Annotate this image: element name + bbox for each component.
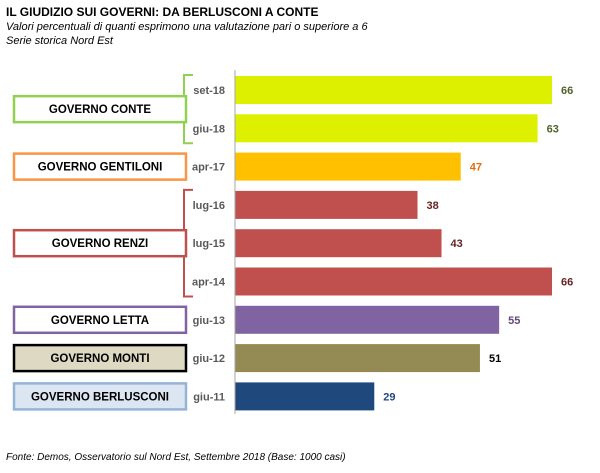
value-label: 47 [470,162,482,174]
bar-apr-14 [235,267,552,296]
group-label: GOVERNO BERLUSCONI [31,391,169,403]
government-groups: GOVERNO CONTE GOVERNO GENTILONI GOVERNO RE… [12,94,188,411]
group-label: GOVERNO GENTILONI [38,162,163,174]
group-box [12,382,188,411]
tick-label: giu-18 [193,123,225,135]
value-label: 63 [547,123,559,135]
value-label: 55 [508,315,520,327]
group-box [12,94,188,124]
group-box [12,343,188,373]
value-label: 51 [489,353,501,365]
group-label: GOVERNO CONTE [49,104,152,116]
series-note: Serie storica Nord Est [6,35,113,47]
value-label: 29 [383,391,395,403]
tick-label: lug-16 [193,200,225,212]
bar-giu-13 [235,305,500,334]
chart-subtitle: Valori percentuali di quanti esprimono u… [6,21,368,33]
tick-label: lug-15 [193,238,225,250]
value-label: 43 [451,238,463,250]
group-label: GOVERNO RENZI [52,238,148,250]
bar-giu-18 [235,114,538,143]
value-labels: 66 63 47 38 43 66 55 51 29 [383,85,573,403]
group-label: GOVERNO LETTA [51,315,149,327]
value-label: 38 [427,200,439,212]
group-box [12,228,188,258]
group-box [12,152,188,181]
y-tick-labels: set-18 giu-18 apr-17 lug-16 lug-15 apr-14 giu-… [192,85,226,403]
bar-giu-12 [235,344,480,373]
tick-label: giu-13 [193,315,225,327]
source-note: Fonte: Demos, Osservatorio sul Nord Est,… [6,452,346,463]
tick-label: giu-12 [193,353,225,365]
value-label: 66 [561,277,573,289]
tick-label: apr-17 [192,162,225,174]
bars [235,76,552,411]
group-label: GOVERNO MONTI [50,353,149,365]
bar-lug-15 [235,229,442,258]
bar-set-18 [235,76,552,104]
bar-apr-17 [235,152,461,181]
tick-label: apr-14 [192,277,226,289]
chart-title: IL GIUDIZIO SUI GOVERNI: DA BERLUSCONI A… [6,5,319,19]
tick-label: giu-11 [193,391,225,403]
bar-lug-16 [235,190,418,219]
bar-giu-11 [235,382,375,411]
group-box [12,305,188,335]
tick-label: set-18 [193,85,225,97]
value-label: 66 [561,85,573,97]
